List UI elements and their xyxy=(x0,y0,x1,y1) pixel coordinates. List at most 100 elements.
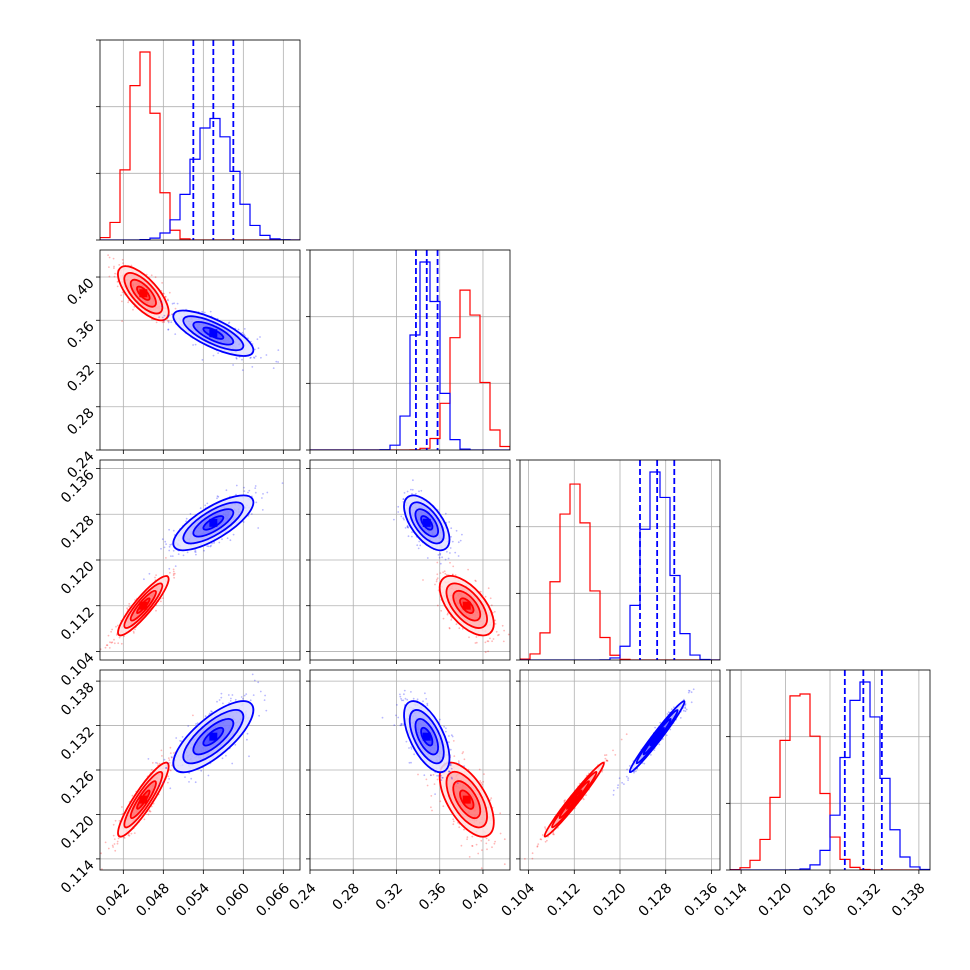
sample-point xyxy=(263,699,266,701)
sample-point xyxy=(242,521,245,523)
sample-point xyxy=(483,773,485,775)
sample-point xyxy=(416,544,419,547)
sample-point xyxy=(222,702,224,705)
sample-point xyxy=(563,800,566,802)
sample-point xyxy=(164,296,167,298)
sample-point xyxy=(422,700,424,703)
sample-point xyxy=(468,856,471,858)
sample-point xyxy=(458,627,461,630)
sample-point xyxy=(401,723,403,726)
sample-point xyxy=(406,526,409,529)
grid-3-0 xyxy=(100,670,300,870)
sample-point xyxy=(196,722,199,724)
sample-point xyxy=(444,572,447,575)
x-tick-label: 0.120 xyxy=(756,880,796,920)
sample-point xyxy=(439,552,442,555)
sample-point xyxy=(206,502,209,505)
sample-point xyxy=(172,568,175,571)
sample-point xyxy=(259,336,261,338)
sample-point xyxy=(201,359,204,361)
sample-point xyxy=(670,708,673,711)
sample-point xyxy=(537,843,540,845)
sample-point xyxy=(154,576,156,579)
sample-point xyxy=(254,348,256,351)
sample-point xyxy=(87,246,89,248)
sample-point xyxy=(258,714,260,717)
sample-point xyxy=(690,701,693,704)
sample-point xyxy=(149,810,152,813)
sample-point xyxy=(121,320,123,322)
sample-point xyxy=(484,651,487,654)
sample-point xyxy=(231,694,234,696)
sample-point xyxy=(403,689,406,692)
sample-point xyxy=(540,838,543,841)
sample-point xyxy=(150,274,153,277)
sample-point xyxy=(253,679,256,682)
sample-point xyxy=(216,497,218,500)
sample-point xyxy=(163,321,166,323)
sample-point xyxy=(107,847,110,850)
sample-point xyxy=(449,763,452,766)
sample-point xyxy=(434,793,436,795)
density-peak xyxy=(209,518,218,527)
sample-point xyxy=(181,736,184,738)
sample-point xyxy=(448,627,451,630)
sample-point xyxy=(240,696,243,698)
sample-point xyxy=(682,709,685,712)
sample-point xyxy=(128,605,131,608)
sample-point xyxy=(277,349,280,351)
sample-point xyxy=(457,541,460,544)
sample-point xyxy=(494,623,497,625)
sample-point xyxy=(426,784,429,787)
sample-point xyxy=(498,633,500,636)
sample-point xyxy=(118,820,121,822)
sample-point xyxy=(402,517,405,520)
sample-point xyxy=(184,776,186,778)
sample-point xyxy=(132,630,135,633)
sample-point xyxy=(168,769,171,771)
panel-frame xyxy=(309,249,511,451)
sample-point xyxy=(406,525,409,527)
sample-point xyxy=(104,841,107,844)
sample-point xyxy=(277,361,279,363)
sample-point xyxy=(447,557,450,560)
sample-point xyxy=(225,754,227,757)
histogram-0 xyxy=(100,40,300,240)
sample-point xyxy=(163,758,166,761)
sample-point xyxy=(436,578,438,581)
sample-point xyxy=(164,295,167,298)
sample-point xyxy=(441,776,443,779)
sample-point xyxy=(168,759,171,761)
sample-point xyxy=(544,840,547,843)
sample-point xyxy=(169,752,172,754)
sample-point xyxy=(203,549,205,552)
sample-point xyxy=(627,777,630,779)
sample-point xyxy=(448,521,451,523)
sample-point xyxy=(620,738,623,741)
sample-point xyxy=(204,504,207,507)
sample-point xyxy=(212,354,215,357)
sample-point xyxy=(625,775,628,778)
sample-point xyxy=(457,760,460,762)
y-tick-label: 0.120 xyxy=(58,558,98,598)
sample-point xyxy=(601,770,603,773)
sample-point xyxy=(406,698,409,701)
sample-point xyxy=(127,299,130,302)
sample-point xyxy=(452,818,455,821)
sample-point xyxy=(430,774,432,777)
sample-point xyxy=(451,540,454,543)
sample-point xyxy=(401,699,403,702)
sample-point xyxy=(450,527,453,530)
sample-point xyxy=(203,311,206,314)
sample-point xyxy=(489,597,492,600)
sample-point xyxy=(126,607,128,610)
sample-point xyxy=(169,769,172,772)
sample-point xyxy=(436,561,439,564)
sample-point xyxy=(112,834,115,837)
sample-point xyxy=(173,572,176,575)
sample-point xyxy=(684,707,687,710)
sample-point xyxy=(253,357,256,359)
panel-3-2 xyxy=(524,688,695,860)
sample-point xyxy=(235,484,238,487)
sample-point xyxy=(227,322,230,325)
